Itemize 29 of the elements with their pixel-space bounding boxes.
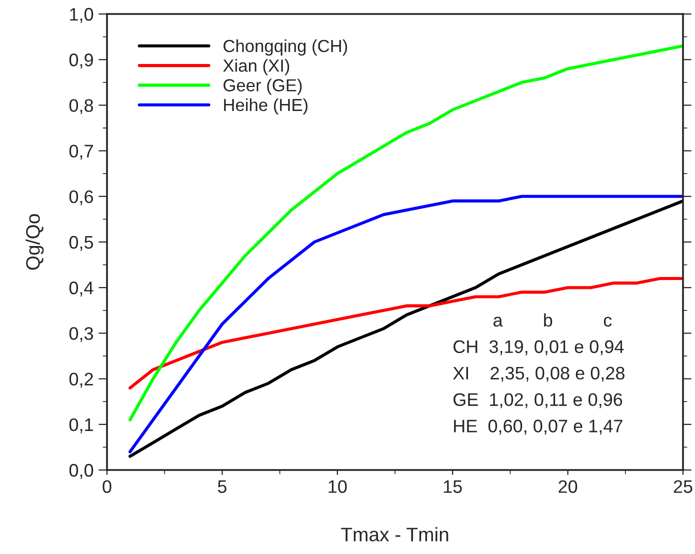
x-tick-label: 20 xyxy=(558,480,578,493)
annotation: XI 2,35, 0,08 e 0,28 xyxy=(453,366,624,382)
y-tick-label: 0,2 xyxy=(69,372,93,388)
y-tick-label: 0,0 xyxy=(69,464,94,479)
y-tick-label: 0,5 xyxy=(69,236,94,251)
x-tick-label: 5 xyxy=(218,480,226,493)
x-tick-label: 0 xyxy=(102,480,112,493)
legend-label: Heihe (HE) xyxy=(224,98,308,115)
annotation: a b c xyxy=(494,313,612,327)
y-tick-label: 1,0 xyxy=(70,8,94,23)
annotation: CH 3,19, 0,01 e 0,94 xyxy=(454,340,624,356)
legend-label: Chongqing (CH) xyxy=(224,39,348,56)
annotation: HE 0,60, 0,07 e 1,47 xyxy=(454,420,622,435)
y-tick-label: 0,7 xyxy=(69,144,93,160)
y-tick-label: 0,1 xyxy=(69,418,93,434)
y-tick-label: 0,4 xyxy=(69,282,94,296)
legend-label: Xian (XI) xyxy=(223,59,290,76)
annotation: GE 1,02, 0,11 e 0,96 xyxy=(454,393,622,408)
y-axis-title: Qg/Qo xyxy=(26,214,44,270)
x-tick-label: 10 xyxy=(328,480,347,493)
x-axis-title: Tmax - Tmin xyxy=(341,527,448,542)
y-tick-label: 0,9 xyxy=(69,54,93,68)
y-tick-label: 0,6 xyxy=(69,190,94,206)
y-tick-label: 0,3 xyxy=(69,327,94,342)
line-series xyxy=(128,276,683,390)
x-tick-label: 25 xyxy=(674,480,692,493)
y-tick-label: 0,8 xyxy=(69,99,94,114)
legend-label: Geer (GE) xyxy=(224,78,302,95)
x-tick-label: 15 xyxy=(444,480,462,493)
